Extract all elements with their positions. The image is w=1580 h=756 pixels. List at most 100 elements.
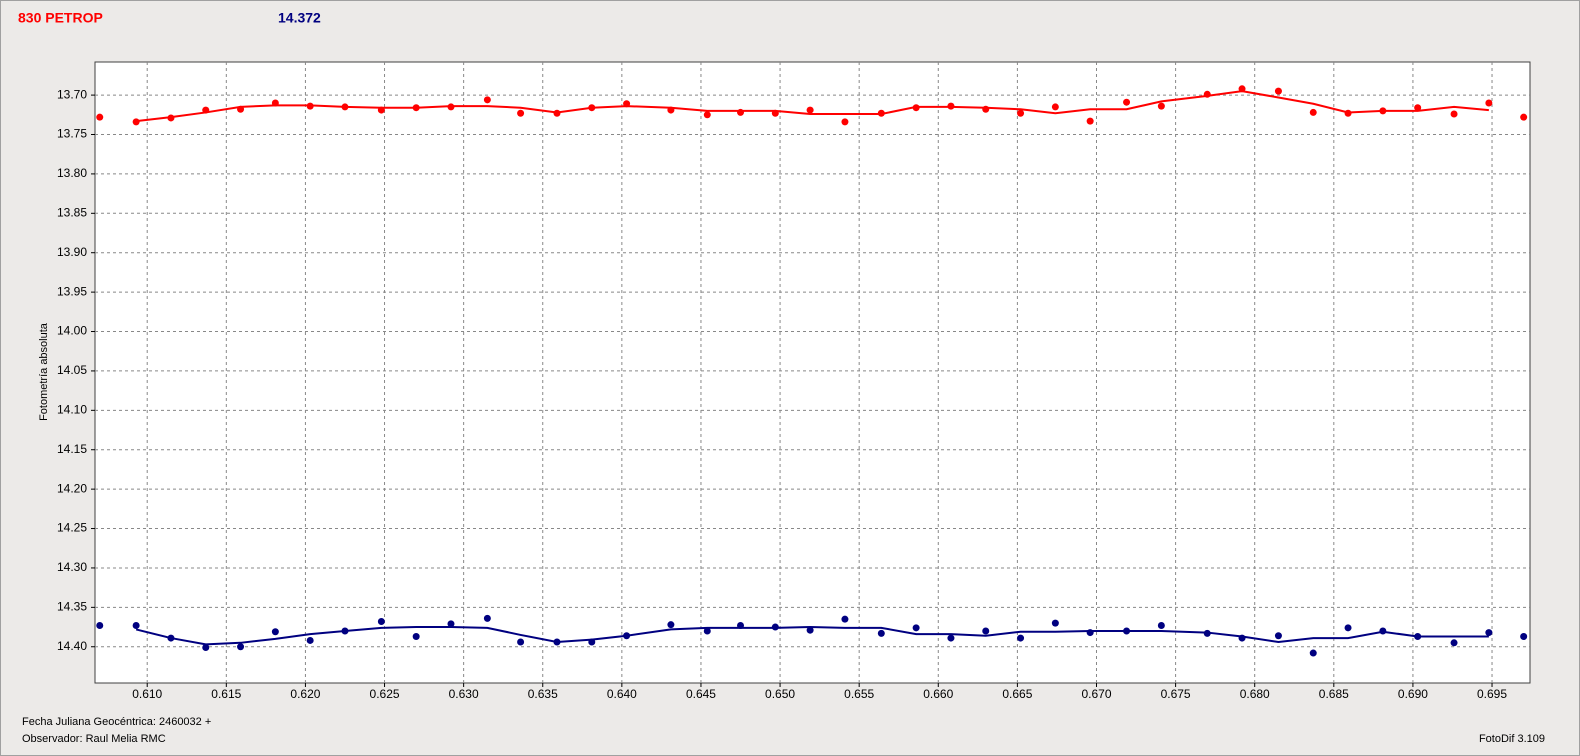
data-point xyxy=(703,111,711,119)
data-point xyxy=(1344,624,1352,632)
x-tick-label: 0.610 xyxy=(132,687,162,701)
data-point xyxy=(1414,104,1422,112)
data-point xyxy=(306,102,314,110)
data-point xyxy=(737,621,745,629)
data-point xyxy=(1051,619,1059,627)
data-point xyxy=(1123,627,1131,635)
data-point xyxy=(306,636,314,644)
data-point xyxy=(1051,103,1059,111)
data-point xyxy=(167,634,175,642)
data-point xyxy=(412,104,420,112)
data-point xyxy=(341,103,349,111)
data-point xyxy=(96,113,104,121)
data-point xyxy=(447,620,455,628)
data-point xyxy=(1450,110,1458,118)
x-tick-label: 0.690 xyxy=(1398,687,1428,701)
data-point xyxy=(1238,85,1246,93)
y-tick-label: 13.80 xyxy=(57,166,87,180)
data-point xyxy=(912,624,920,632)
data-point xyxy=(1203,629,1211,637)
x-tick-label: 0.680 xyxy=(1240,687,1270,701)
data-point xyxy=(202,644,210,652)
data-point xyxy=(1450,639,1458,647)
y-tick-label: 14.05 xyxy=(57,363,87,377)
y-tick-label: 14.00 xyxy=(57,324,87,338)
data-point xyxy=(132,621,140,629)
y-tick-label: 14.10 xyxy=(57,402,87,416)
data-point xyxy=(1017,109,1025,117)
footer-text: FotoDif 3.109 xyxy=(1479,733,1545,745)
x-tick-label: 0.630 xyxy=(449,687,479,701)
data-point xyxy=(1379,627,1387,635)
x-tick-label: 0.650 xyxy=(765,687,795,701)
fit-line xyxy=(136,90,1489,123)
x-tick-label: 0.670 xyxy=(1081,687,1111,701)
data-point xyxy=(623,100,631,108)
data-point xyxy=(588,104,596,112)
data-point xyxy=(982,105,990,113)
x-tick-label: 0.645 xyxy=(686,687,716,701)
data-point xyxy=(623,632,631,640)
y-tick-label: 14.35 xyxy=(57,600,87,614)
y-tick-label: 14.15 xyxy=(57,442,87,456)
data-point xyxy=(517,638,525,646)
data-point xyxy=(841,118,849,126)
data-point xyxy=(132,118,140,126)
data-point xyxy=(982,627,990,635)
x-tick-label: 0.620 xyxy=(290,687,320,701)
data-point xyxy=(1379,107,1387,115)
data-point xyxy=(1485,99,1493,107)
x-tick-label: 0.635 xyxy=(528,687,558,701)
data-point xyxy=(96,621,104,629)
data-point xyxy=(1485,629,1493,637)
x-tick-label: 0.665 xyxy=(1002,687,1032,701)
data-point xyxy=(1520,633,1528,641)
y-tick-label: 13.85 xyxy=(57,205,87,219)
x-tick-label: 0.640 xyxy=(607,687,637,701)
x-tick-label: 0.625 xyxy=(370,687,400,701)
legend-entry: 830 PETROP xyxy=(18,10,103,26)
y-tick-label: 14.30 xyxy=(57,560,87,574)
y-tick-label: 13.90 xyxy=(57,245,87,259)
legend-entry: 14.372 xyxy=(278,10,321,26)
data-point xyxy=(377,618,385,626)
data-point xyxy=(1157,621,1165,629)
data-point xyxy=(237,105,245,113)
footer-text: Fecha Juliana Geocéntrica: 2460032 + xyxy=(22,716,211,728)
data-point xyxy=(841,615,849,623)
y-tick-label: 14.40 xyxy=(57,639,87,653)
data-point xyxy=(947,102,955,110)
data-point xyxy=(588,638,596,646)
data-point xyxy=(447,103,455,111)
data-point xyxy=(1203,90,1211,98)
data-point xyxy=(1309,108,1317,116)
data-point xyxy=(1414,633,1422,641)
data-point xyxy=(517,109,525,117)
y-tick-label: 13.70 xyxy=(57,87,87,101)
data-point xyxy=(947,634,955,642)
data-point xyxy=(667,621,675,629)
x-tick-label: 0.685 xyxy=(1319,687,1349,701)
data-point xyxy=(167,114,175,122)
x-tick-label: 0.615 xyxy=(211,687,241,701)
data-point xyxy=(1274,87,1282,95)
data-point xyxy=(1017,634,1025,642)
data-point xyxy=(737,108,745,116)
data-point xyxy=(412,633,420,641)
data-point xyxy=(553,638,561,646)
data-point xyxy=(912,104,920,112)
y-tick-label: 13.95 xyxy=(57,284,87,298)
data-point xyxy=(1520,113,1528,121)
data-point xyxy=(271,628,279,636)
data-point xyxy=(806,626,814,634)
plot-area xyxy=(94,61,1531,684)
x-tick-label: 0.655 xyxy=(844,687,874,701)
data-point xyxy=(341,627,349,635)
y-tick-label: 14.20 xyxy=(57,481,87,495)
data-point xyxy=(1086,629,1094,637)
data-point xyxy=(1238,634,1246,642)
data-point xyxy=(1086,117,1094,125)
x-tick-label: 0.695 xyxy=(1477,687,1507,701)
data-point xyxy=(271,99,279,107)
